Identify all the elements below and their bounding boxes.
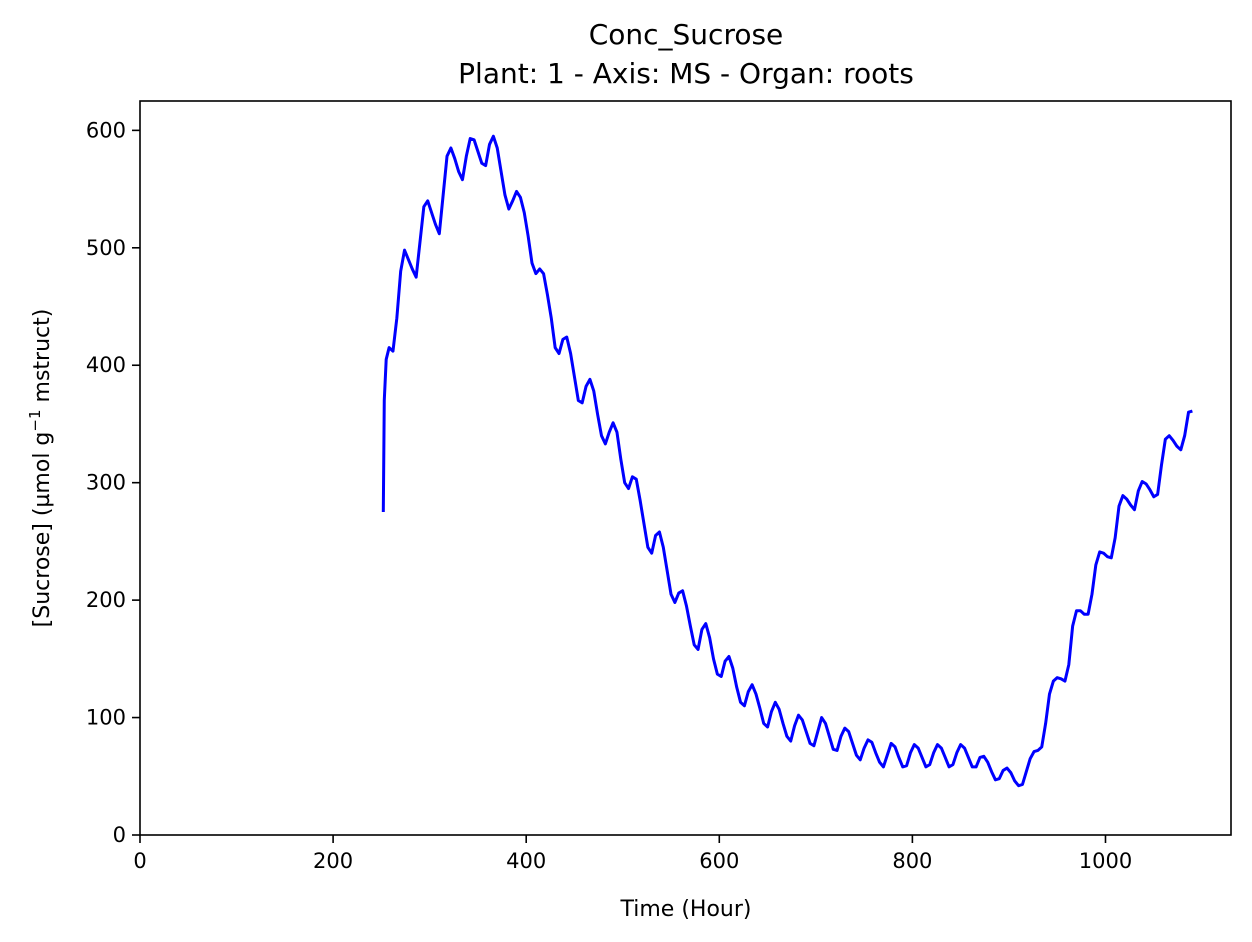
x-tick-label: 0 [133, 849, 146, 873]
y-tick-label: 200 [86, 588, 126, 612]
y-axis-label-main: [Sucrose] (µmol g [30, 432, 55, 628]
y-tick-label: 0 [113, 823, 126, 847]
chart-title: Conc_Sucrose [589, 18, 784, 51]
x-tick-label: 400 [506, 849, 546, 873]
plot-area [139, 100, 1232, 836]
x-tick-label: 600 [699, 849, 739, 873]
x-axis: 0 200 400 600 800 1000 [133, 835, 1132, 873]
chart-subtitle: Plant: 1 - Axis: MS - Organ: roots [458, 57, 914, 90]
x-axis-label: Time (Hour) [620, 897, 752, 922]
y-tick-label: 400 [86, 353, 126, 377]
y-tick-label: 100 [86, 706, 126, 730]
y-axis: 0 100 200 300 400 500 600 [86, 118, 140, 847]
y-tick-label: 600 [86, 118, 126, 142]
y-tick-label: 300 [86, 471, 126, 495]
x-tick-label: 800 [892, 849, 932, 873]
y-tick-label: 500 [86, 236, 126, 260]
y-axis-label-exponent: −1 [26, 409, 44, 431]
plot-background [140, 101, 1231, 835]
x-tick-label: 200 [313, 849, 353, 873]
plot-frame [139, 100, 1232, 836]
series-line [381, 134, 1193, 788]
x-tick-label: 1000 [1079, 849, 1132, 873]
y-axis-label: [Sucrose] (µmol g−1 mstruct) [26, 309, 55, 628]
y-axis-label-rest: mstruct) [30, 309, 55, 410]
